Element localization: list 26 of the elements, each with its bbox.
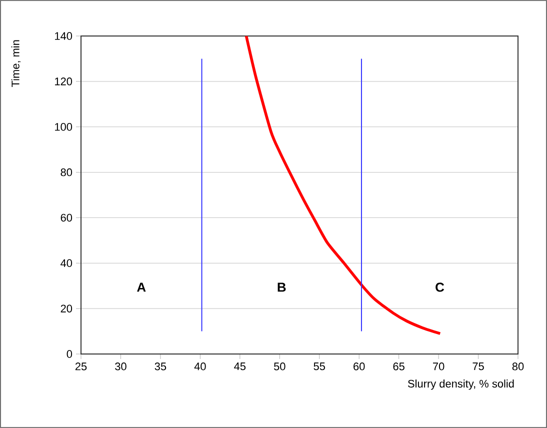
y-axis-title: Time, min [11,40,21,87]
x-tick-label: 75 [472,362,484,370]
y-tick-label: 140 [55,32,72,40]
x-tick-label: 35 [154,362,166,370]
y-tick-label: 120 [55,78,72,86]
y-tick-label: 60 [60,214,72,222]
y-tick-label: 100 [55,122,72,131]
y-tick-label: 0 [66,350,72,358]
x-axis-title: Slurry density, % solid [408,380,514,390]
x-tick-label: 70 [433,362,444,370]
x-tick-label: 55 [314,362,325,370]
annotation: A [137,282,146,292]
y-tick-label: 40 [60,259,72,268]
annotation: B [278,282,286,292]
x-tick-label: 80 [512,362,524,370]
y-tick-label: 20 [60,304,72,312]
x-tick-label: 60 [354,362,365,370]
annotation: C [436,282,444,292]
x-tick-label: 50 [274,362,286,370]
x-tick-label: 25 [75,362,87,370]
y-tick-label: 80 [60,168,72,176]
x-tick-label: 40 [194,362,206,370]
x-tick-label: 45 [234,362,246,370]
x-tick-label: 30 [115,362,126,370]
x-tick-label: 65 [393,362,404,370]
line-series [244,36,442,335]
